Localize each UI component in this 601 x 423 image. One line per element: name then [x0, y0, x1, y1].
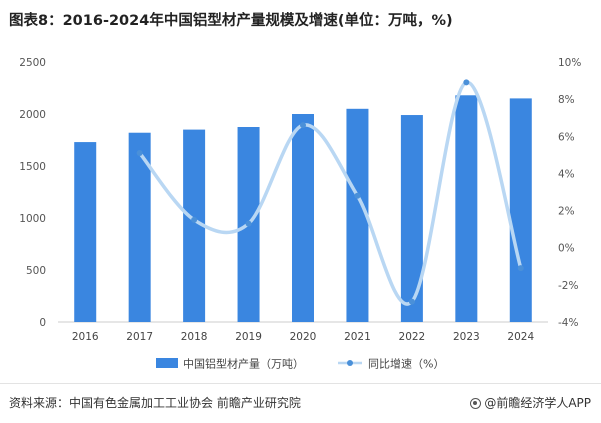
growth-point-2023 — [463, 79, 470, 86]
legend-bar-swatch — [156, 358, 178, 368]
bar-2020 — [292, 114, 314, 322]
legend: 中国铝型材产量（万吨） 同比增速（%） — [156, 357, 444, 371]
right-tick-label: 10% — [558, 57, 581, 69]
x-tick-label: 2017 — [126, 331, 153, 343]
bar-2022 — [400, 115, 423, 322]
x-tick-label: 2019 — [235, 331, 262, 343]
left-tick-label: 1000 — [19, 213, 46, 225]
left-tick-label: 1500 — [19, 161, 46, 173]
combo-chart: 0 500 1000 1500 2000 2500 -4% -2% 0% 2% 4% 6% 8% 10%… — [19, 57, 581, 371]
x-tick-label: 2016 — [72, 331, 99, 343]
brand-text: @前瞻经济学人APP — [484, 396, 591, 410]
bar-2016 — [74, 142, 97, 322]
right-tick-label: -2% — [558, 280, 578, 292]
chart-title: 图表8：2016-2024年中国铝型材产量规模及增速(单位：万吨，%) — [9, 13, 453, 29]
footer-divider — [0, 383, 601, 384]
right-axis-ticks: -4% -2% 0% 2% 4% 6% 8% 10% — [558, 57, 581, 329]
legend-bar-label: 中国铝型材产量（万吨） — [183, 357, 304, 371]
x-tick-labels: 2016 2017 2018 2019 2020 2021 2022 2023 2024 — [72, 331, 535, 343]
source-note: 资料来源：中国有色金属加工工业协会 前瞻产业研究院 — [9, 396, 301, 410]
left-tick-label: 2000 — [19, 109, 46, 121]
left-tick-label: 2500 — [19, 57, 46, 69]
right-tick-label: 8% — [558, 94, 575, 106]
legend-line-label: 同比增速（%） — [368, 357, 444, 371]
bar-2024 — [509, 98, 532, 323]
left-axis-ticks: 0 500 1000 1500 2000 2500 — [19, 57, 46, 329]
x-tick-label: 2021 — [344, 331, 371, 343]
x-tick-label: 2018 — [181, 331, 208, 343]
growth-point-2022 — [408, 298, 415, 305]
growth-point-2021 — [354, 192, 361, 199]
right-tick-label: 6% — [558, 131, 575, 143]
x-tick-label: 2023 — [453, 331, 480, 343]
qianzhan-logo-icon — [470, 398, 482, 409]
bar-2023 — [455, 95, 478, 322]
left-tick-label: 500 — [26, 265, 46, 277]
bar-2021 — [346, 108, 369, 322]
x-tick-label: 2022 — [399, 331, 426, 343]
growth-point-2019 — [245, 220, 252, 227]
right-tick-label: 4% — [558, 168, 575, 180]
right-tick-label: 0% — [558, 243, 575, 255]
left-tick-label: 0 — [39, 317, 46, 329]
bar-2018 — [183, 129, 206, 322]
x-tick-label: 2020 — [290, 331, 317, 343]
growth-point-2018 — [191, 216, 198, 223]
growth-point-2024 — [517, 265, 524, 272]
growth-point-2020 — [300, 122, 306, 129]
right-tick-label: -4% — [558, 317, 578, 329]
growth-points — [136, 79, 524, 305]
bar-2017 — [128, 132, 151, 322]
brand-credit: @前瞻经济学人APP — [470, 394, 591, 411]
growth-point-2017 — [136, 150, 143, 156]
legend-line-marker — [347, 360, 353, 366]
bars — [74, 95, 532, 323]
x-tick-label: 2024 — [507, 331, 534, 343]
right-tick-label: 2% — [558, 206, 575, 218]
